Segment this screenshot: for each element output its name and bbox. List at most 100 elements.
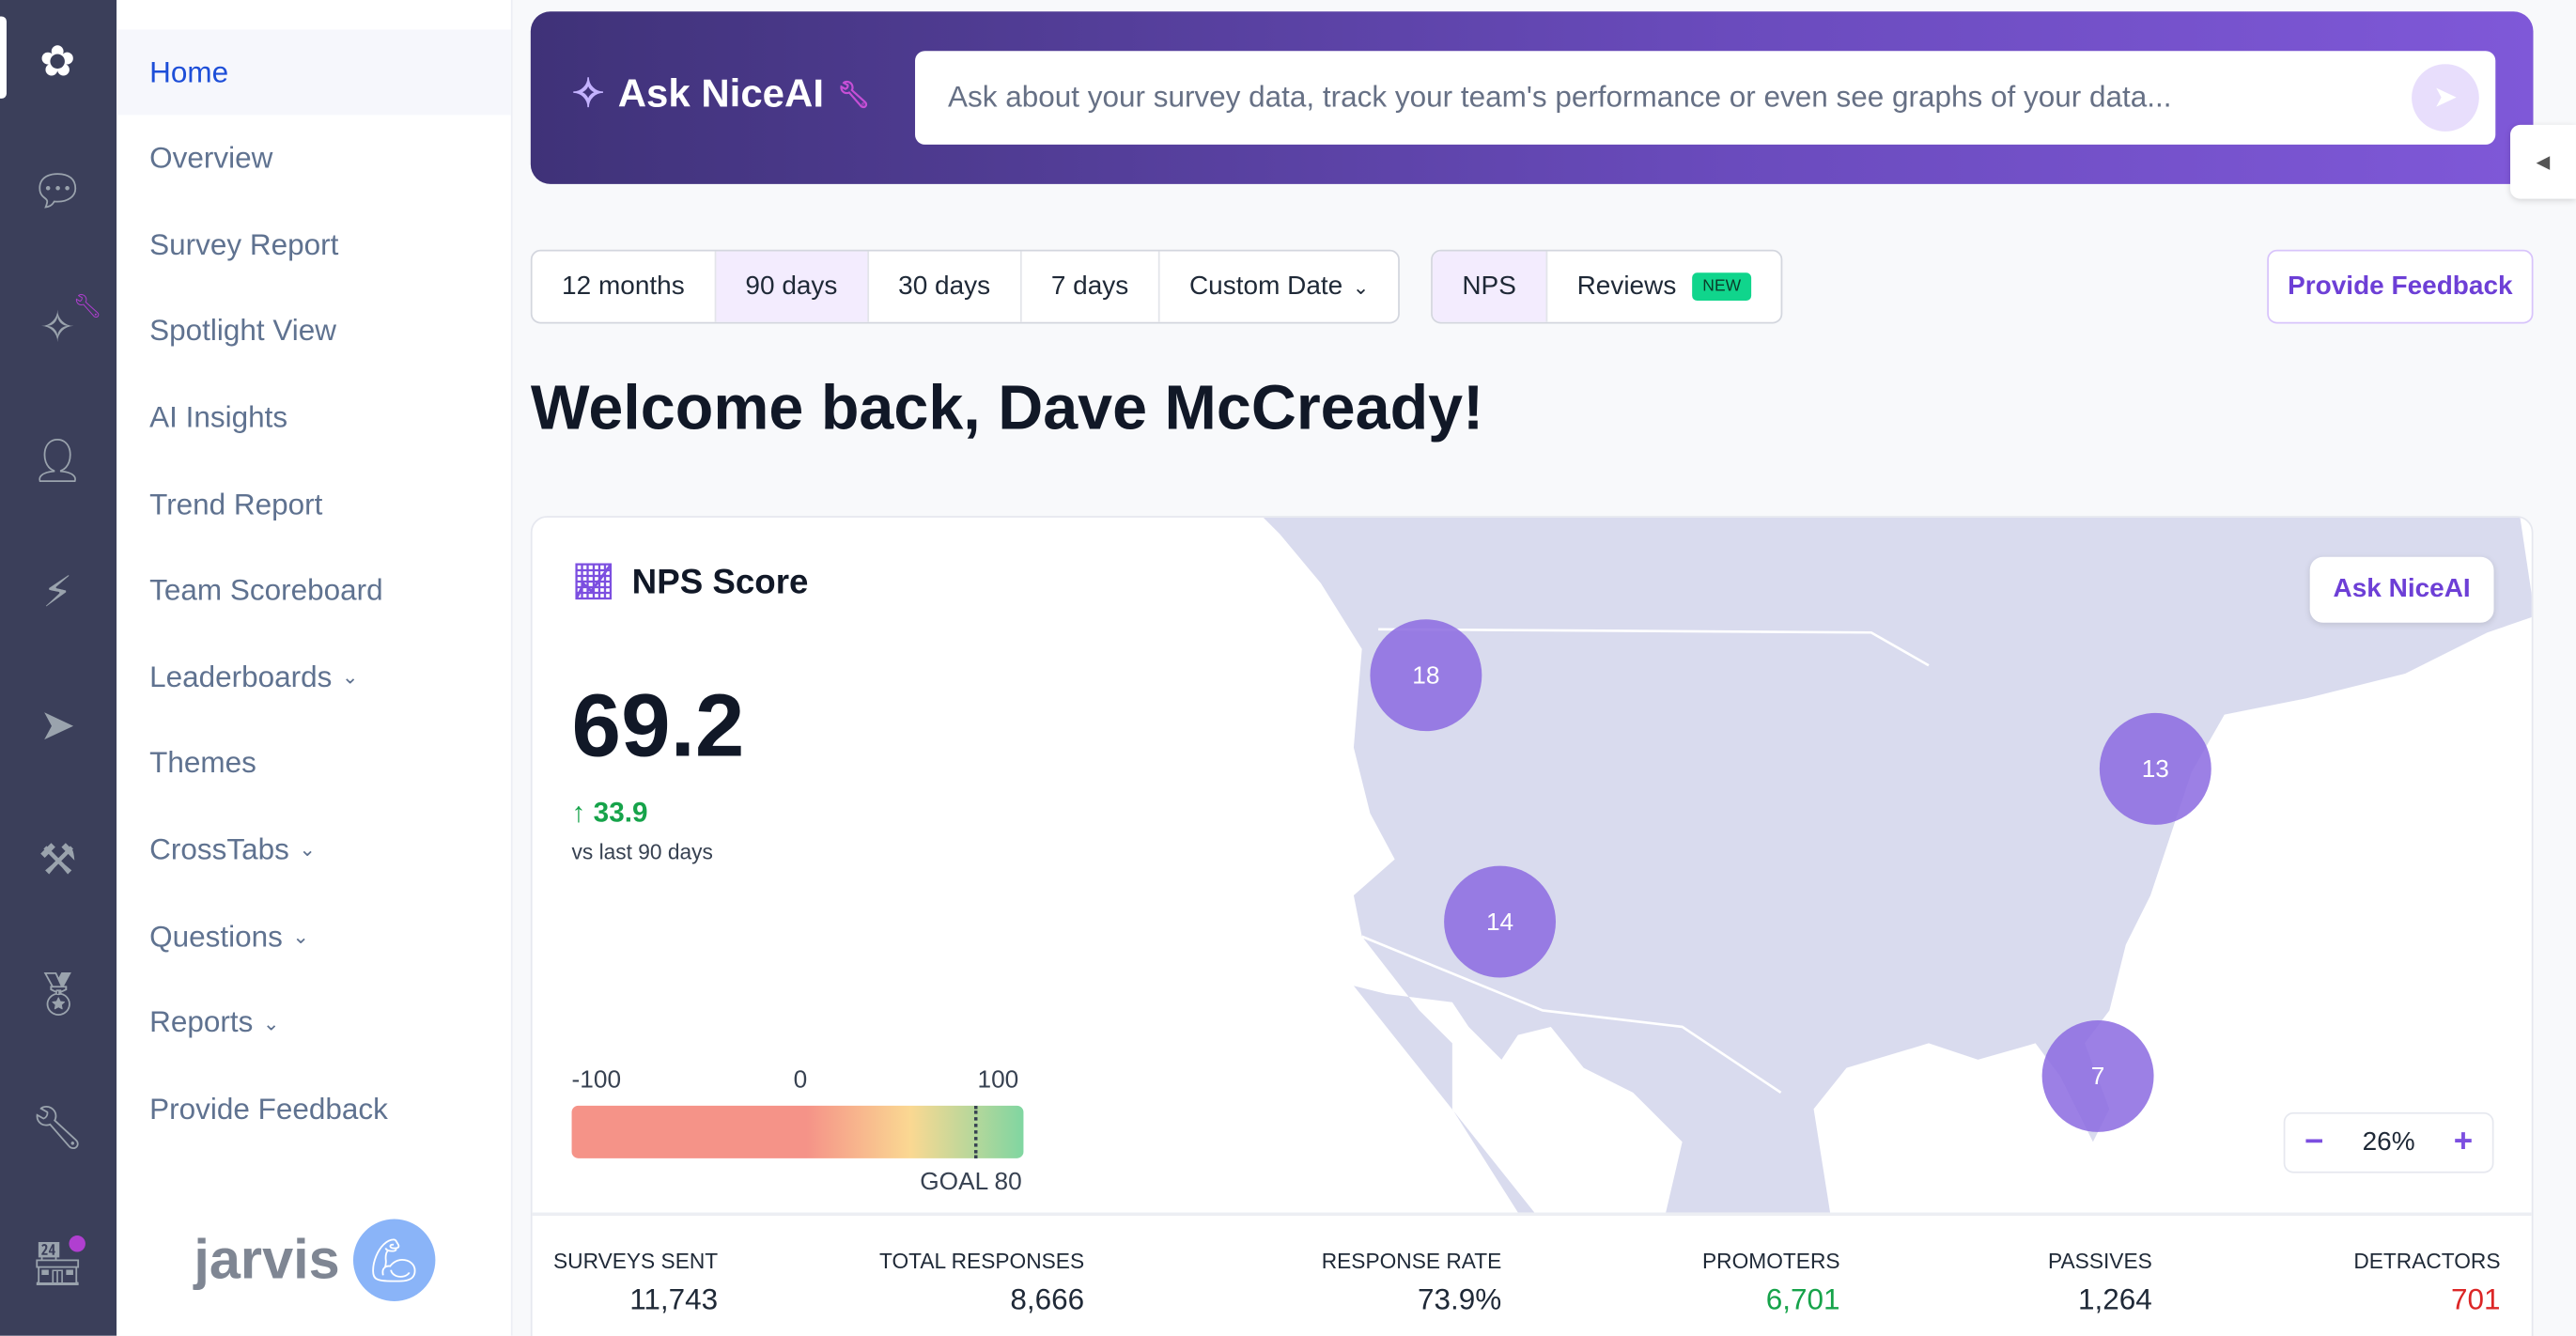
nps-card: 18 13 14 7 📈︎ NPS Score 69.2 ↑ 33.9 vs last … <box>530 516 2534 1336</box>
goal-label: GOAL 80 <box>920 1168 1022 1197</box>
collapse-panel-button[interactable]: ◀ <box>2510 124 2576 199</box>
stat-value: 1,264 <box>2078 1282 2152 1316</box>
stat-value: 6,701 <box>1765 1282 1840 1316</box>
send-icon: ➤ <box>2432 80 2459 114</box>
icon-rail: ✿ 💬︎ ✧ 🔧︎ 👤︎ ⚡︎ ➤ ⚒ 🏅︎ 🔧︎ 🏪︎ <box>0 0 117 1336</box>
flower-logo-icon[interactable]: ✿ <box>39 35 76 85</box>
stat-total-responses: TOTAL RESPONSES 8,666 <box>879 1249 1084 1317</box>
sidebar-item-survey-report[interactable]: Survey Report <box>116 202 511 287</box>
nps-comparison: vs last 90 days <box>571 839 713 864</box>
type-reviews[interactable]: Reviews NEW <box>1547 252 1780 322</box>
sidebar-item-label: CrossTabs <box>149 832 289 866</box>
sidebar-item-label: Themes <box>149 746 256 780</box>
chevron-down-icon: ⌄ <box>341 665 359 690</box>
nps-score: 69.2 <box>571 676 745 776</box>
period-selector: 12 months 90 days 30 days 7 days Custom … <box>530 249 1401 324</box>
sidebar-item-leaderboards[interactable]: Leaderboards ⌄ <box>116 634 511 720</box>
map-bubble[interactable] <box>1370 619 1482 732</box>
custom-date-dropdown[interactable]: Custom Date ⌄ <box>1160 252 1399 322</box>
sidebar-item-crosstabs[interactable]: CrossTabs ⌄ <box>116 807 511 893</box>
sidebar-item-label: Questions <box>149 919 283 953</box>
zoom-in-button[interactable]: + <box>2453 1124 2474 1160</box>
sidebar-item-label: Team Scoreboard <box>149 573 383 607</box>
sidebar-item-questions[interactable]: Questions ⌄ <box>116 893 511 979</box>
sparkle-wrench-icon[interactable]: ✧ 🔧︎ <box>39 292 102 351</box>
sidebar-item-ai-insights[interactable]: AI Insights <box>116 375 511 460</box>
sidebar-item-label: Leaderboards <box>149 660 333 693</box>
medal-icon[interactable]: 🏅︎ <box>30 968 85 1018</box>
zoom-control: − 26% + <box>2283 1111 2494 1173</box>
sidebar-item-team-scoreboard[interactable]: Team Scoreboard <box>116 548 511 633</box>
goal-marker <box>973 1105 978 1158</box>
chat-icon[interactable]: 💬︎ <box>30 164 85 215</box>
wrench-icon: 🔧︎ <box>836 81 871 110</box>
type-nps[interactable]: NPS <box>1432 251 1548 322</box>
jarvis-logo-icon: 💪︎ <box>352 1219 436 1301</box>
period-12-months[interactable]: 12 months <box>533 251 716 322</box>
custom-date-label: Custom Date <box>1188 272 1343 301</box>
nps-gauge <box>571 1105 1024 1158</box>
chart-bars-icon: 📈︎ <box>571 563 616 602</box>
chevron-down-icon: ⌄ <box>262 1011 280 1034</box>
sidebar-item-label: Overview <box>149 141 273 175</box>
lightning-icon[interactable]: ⚡︎ <box>42 566 73 615</box>
nps-title: NPS Score <box>631 563 809 602</box>
welcome-heading: Welcome back, Dave McCready! <box>530 374 1484 444</box>
store-icon[interactable]: 🏪︎ <box>29 1235 85 1291</box>
caret-left-icon: ◀ <box>2536 152 2551 173</box>
period-90-days[interactable]: 90 days <box>715 251 869 322</box>
jarvis-brand: jarvis 💪︎ <box>194 1219 436 1301</box>
ask-niceai-title: Ask NiceAI <box>617 71 824 117</box>
stat-label: PASSIVES <box>2048 1249 2152 1274</box>
sidebar-item-label: AI Insights <box>149 400 288 434</box>
user-icon[interactable]: 👤︎ <box>30 434 85 484</box>
zoom-out-button[interactable]: − <box>2304 1124 2324 1160</box>
sidebar-item-themes[interactable]: Themes <box>116 721 511 806</box>
active-indicator <box>0 16 7 99</box>
sidebar-item-provide-feedback[interactable]: Provide Feedback <box>116 1066 511 1152</box>
ask-niceai-banner: ✧ Ask NiceAI 🔧︎ Ask about your survey data… <box>530 11 2534 184</box>
period-7-days[interactable]: 7 days <box>1021 251 1160 322</box>
period-30-days[interactable]: 30 days <box>869 251 1022 322</box>
sidebar-item-label: Spotlight View <box>149 314 337 348</box>
sidebar-item-trend-report[interactable]: Trend Report <box>116 461 511 547</box>
gauge-max: 100 <box>977 1065 1019 1095</box>
reviews-label: Reviews <box>1576 272 1677 301</box>
map-bubble-label: 7 <box>2091 1062 2105 1090</box>
sidebar-nav: Home Overview Survey Report Spotlight View A… <box>116 0 513 1336</box>
map-bubble[interactable] <box>2099 712 2211 825</box>
map-bubble[interactable] <box>1444 865 1557 978</box>
sidebar-item-spotlight-view[interactable]: Spotlight View <box>116 288 511 374</box>
stat-value: 8,666 <box>1010 1282 1085 1316</box>
sidebar-item-label: Survey Report <box>149 227 339 261</box>
gauge-mid: 0 <box>793 1065 808 1095</box>
send-button[interactable]: ➤ <box>2412 64 2479 132</box>
sidebar-item-home[interactable]: Home <box>116 29 511 116</box>
stat-passives: PASSIVES 1,264 <box>2048 1249 2152 1317</box>
type-selector: NPS Reviews NEW <box>1431 249 1782 324</box>
map-bubble-label: 14 <box>1486 908 1513 936</box>
nps-delta: ↑ 33.9 <box>571 797 648 829</box>
gauge-min: -100 <box>571 1065 622 1095</box>
sidebar-item-reports[interactable]: Reports ⌄ <box>116 980 511 1065</box>
zoom-level: 26% <box>2362 1127 2415 1157</box>
map-bubble[interactable] <box>2041 1019 2154 1132</box>
stat-label: DETRACTORS <box>2353 1249 2501 1274</box>
ask-niceai-button[interactable]: Ask NiceAI <box>2309 556 2494 623</box>
chevron-down-icon: ⌄ <box>292 924 309 948</box>
send-plane-icon[interactable]: ➤ <box>39 699 76 749</box>
stat-label: RESPONSE RATE <box>1321 1249 1502 1274</box>
provide-feedback-button[interactable]: Provide Feedback <box>2267 249 2534 324</box>
us-map[interactable]: 18 13 14 7 <box>533 517 2534 1213</box>
tools-icon[interactable]: ⚒ <box>38 833 77 883</box>
sparkle-icon: ✧ <box>571 71 605 117</box>
stat-detractors: DETRACTORS 701 <box>2353 1249 2500 1317</box>
sidebar-item-label: Provide Feedback <box>149 1092 388 1126</box>
ask-input[interactable]: Ask about your survey data, track your t… <box>915 51 2496 145</box>
sidebar-item-overview[interactable]: Overview <box>116 116 511 201</box>
map-bubble-label: 18 <box>1412 660 1439 689</box>
stats-row: SURVEYS SENT 11,743 TOTAL RESPONSES 8,666 RE… <box>532 1212 2532 1336</box>
jarvis-wordmark: jarvis <box>194 1228 340 1291</box>
wrench-icon[interactable]: 🔧︎ <box>30 1101 85 1151</box>
stat-label: SURVEYS SENT <box>552 1249 719 1274</box>
